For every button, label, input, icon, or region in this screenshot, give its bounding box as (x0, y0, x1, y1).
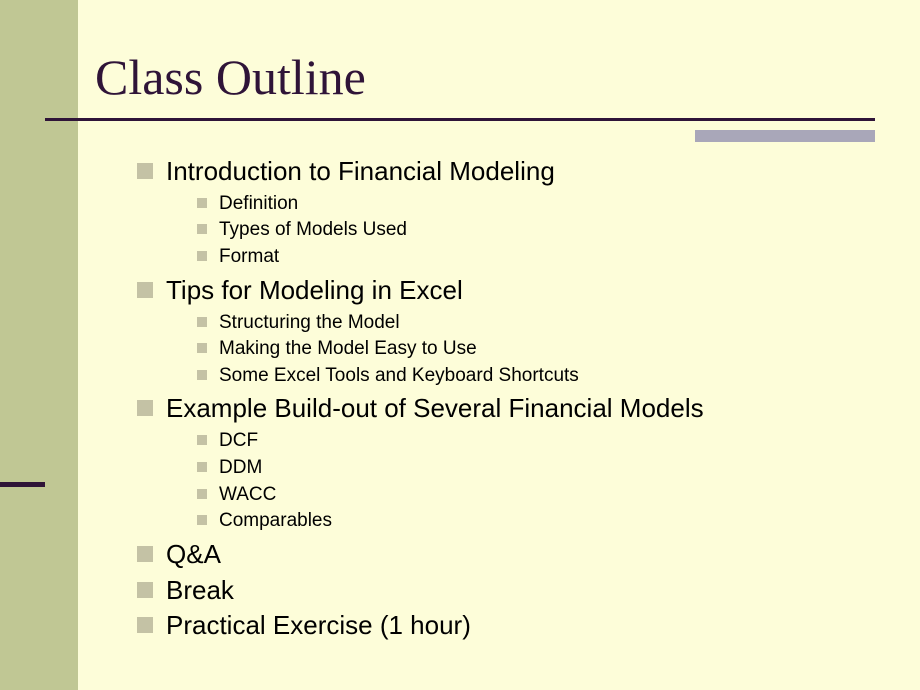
outline-subitem: Comparables (197, 508, 877, 534)
square-bullet-icon (197, 198, 207, 208)
outline-subitem: Definition (197, 191, 877, 217)
outline-subitem-label: Some Excel Tools and Keyboard Shortcuts (219, 363, 579, 389)
outline-item: Introduction to Financial Modeling (137, 155, 877, 189)
square-bullet-icon (197, 343, 207, 353)
outline-item: Break (137, 574, 877, 608)
right-accent-bar (695, 130, 875, 142)
square-bullet-icon (197, 435, 207, 445)
outline-subitem: Making the Model Easy to Use (197, 336, 877, 362)
square-bullet-icon (197, 515, 207, 525)
outline-subitem: WACC (197, 482, 877, 508)
slide-content: Introduction to Financial Modeling Defin… (137, 155, 877, 645)
outline-item-label: Q&A (166, 538, 221, 572)
outline-subitem-label: Types of Models Used (219, 217, 407, 243)
outline-subitem: Some Excel Tools and Keyboard Shortcuts (197, 363, 877, 389)
square-bullet-icon (197, 251, 207, 261)
outline-item: Q&A (137, 538, 877, 572)
outline-item-label: Introduction to Financial Modeling (166, 155, 555, 189)
title-underline (45, 118, 875, 121)
outline-subitem-label: Definition (219, 191, 298, 217)
outline-item-label: Practical Exercise (1 hour) (166, 609, 471, 643)
left-accent-bar (0, 482, 45, 487)
outline-subitem: Structuring the Model (197, 310, 877, 336)
square-bullet-icon (197, 317, 207, 327)
square-bullet-icon (137, 617, 153, 633)
square-bullet-icon (197, 370, 207, 380)
outline-subitem-label: DDM (219, 455, 262, 481)
square-bullet-icon (197, 224, 207, 234)
outline-item: Example Build-out of Several Financial M… (137, 392, 877, 426)
square-bullet-icon (137, 282, 153, 298)
outline-subitems: DCF DDM WACC Comparables (197, 428, 877, 534)
outline-subitem-label: DCF (219, 428, 258, 454)
outline-subitems: Definition Types of Models Used Format (197, 191, 877, 270)
square-bullet-icon (197, 489, 207, 499)
outline-subitem-label: Format (219, 244, 279, 270)
outline-subitems: Structuring the Model Making the Model E… (197, 310, 877, 389)
outline-item: Practical Exercise (1 hour) (137, 609, 877, 643)
outline-subitem: Types of Models Used (197, 217, 877, 243)
square-bullet-icon (137, 400, 153, 416)
outline-subitem-label: Comparables (219, 508, 332, 534)
outline-subitem: Format (197, 244, 877, 270)
outline-subitem-label: WACC (219, 482, 276, 508)
outline-item-label: Break (166, 574, 234, 608)
outline-item: Tips for Modeling in Excel (137, 274, 877, 308)
left-band (0, 0, 78, 690)
outline-item-label: Example Build-out of Several Financial M… (166, 392, 704, 426)
square-bullet-icon (137, 582, 153, 598)
square-bullet-icon (137, 163, 153, 179)
outline-subitem: DDM (197, 455, 877, 481)
slide-title: Class Outline (95, 48, 366, 106)
outline-subitem-label: Making the Model Easy to Use (219, 336, 477, 362)
outline-item-label: Tips for Modeling in Excel (166, 274, 463, 308)
square-bullet-icon (197, 462, 207, 472)
outline-subitem-label: Structuring the Model (219, 310, 400, 336)
outline-subitem: DCF (197, 428, 877, 454)
square-bullet-icon (137, 546, 153, 562)
